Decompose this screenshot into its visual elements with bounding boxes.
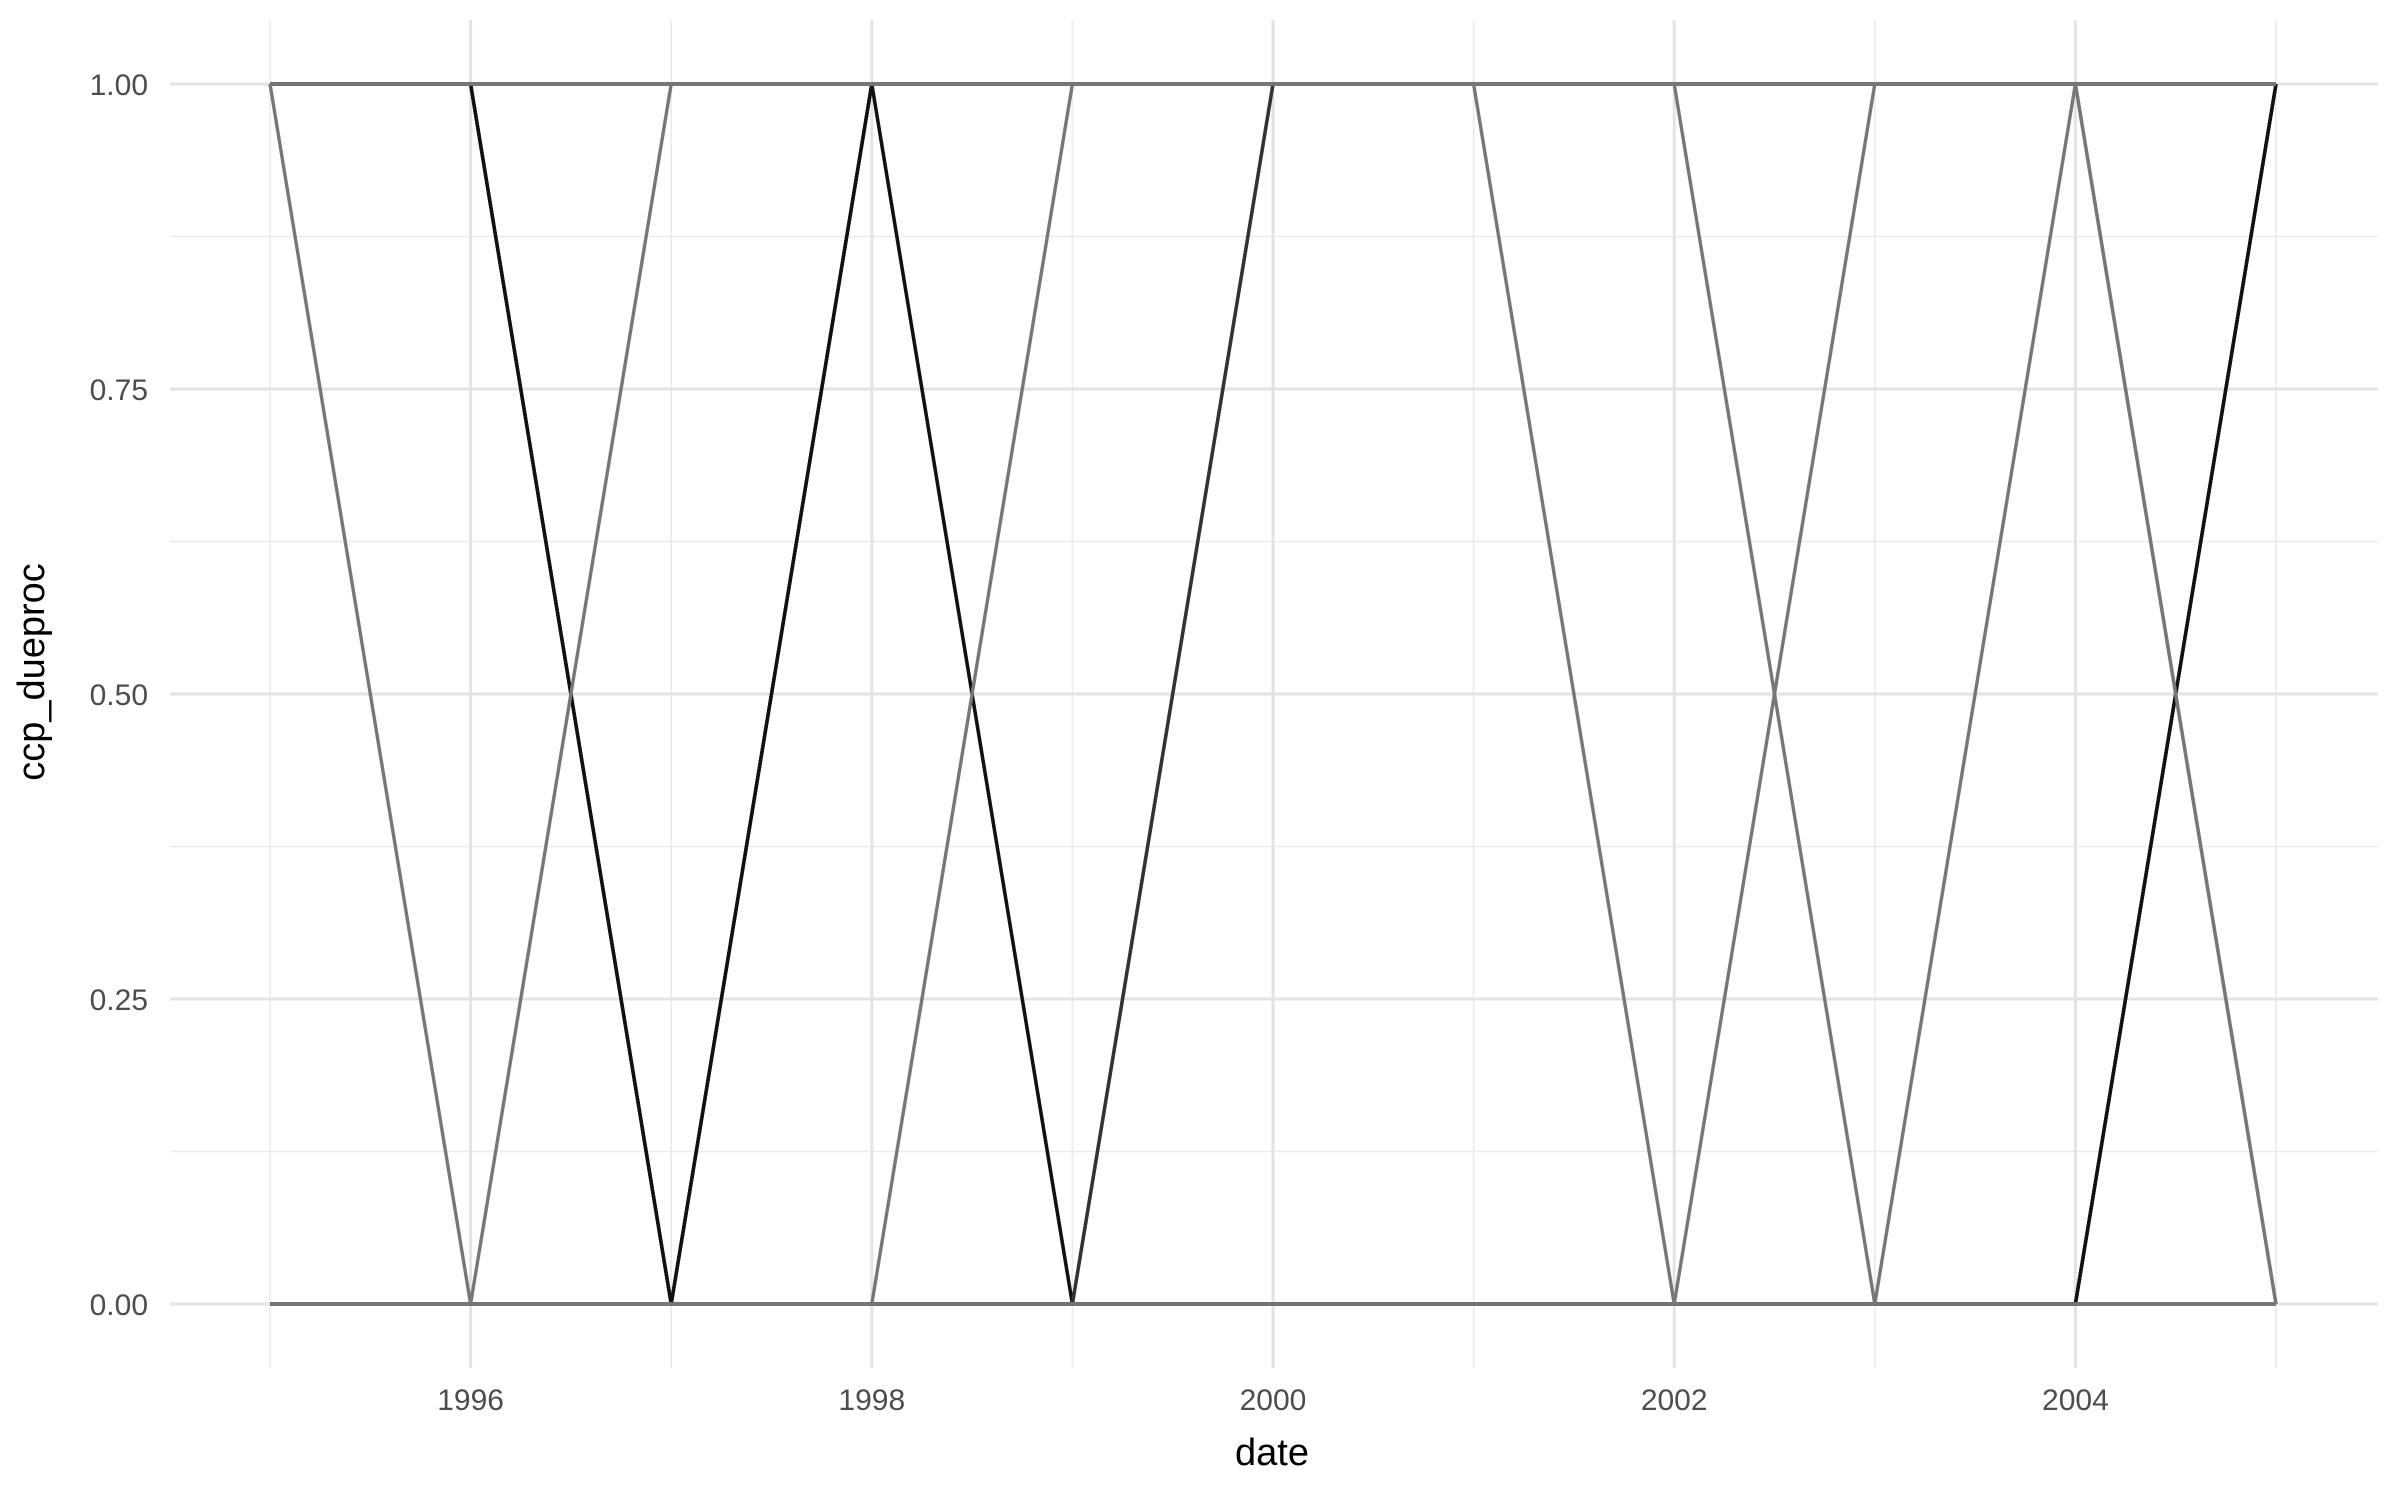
- major-gridlines: [170, 20, 2378, 1368]
- x-tick-label: 1996: [437, 1384, 504, 1417]
- y-tick-label: 0.75: [90, 374, 148, 407]
- y-tick-label: 1.00: [90, 69, 148, 102]
- y-tick-label: 0.25: [90, 984, 148, 1017]
- x-tick-label: 2004: [2042, 1384, 2109, 1417]
- y-tick-label: 0.50: [90, 679, 148, 712]
- series-line-14: [270, 82, 2278, 1306]
- x-tick-label: 2002: [1641, 1384, 1708, 1417]
- y-axis-tick-labels: 0.00 0.25 0.50 0.75 1.00: [90, 69, 148, 1322]
- x-tick-label: 2000: [1240, 1384, 1307, 1417]
- x-tick-label: 1998: [838, 1384, 905, 1417]
- y-tick-label: 0.00: [90, 1289, 148, 1322]
- series-layer: [268, 82, 2278, 1306]
- y-axis-title: ccp_dueproc: [11, 563, 53, 781]
- x-axis-title: date: [1235, 1432, 1309, 1474]
- x-axis-tick-labels: 1996 1998 2000 2002 2004: [437, 1384, 2109, 1417]
